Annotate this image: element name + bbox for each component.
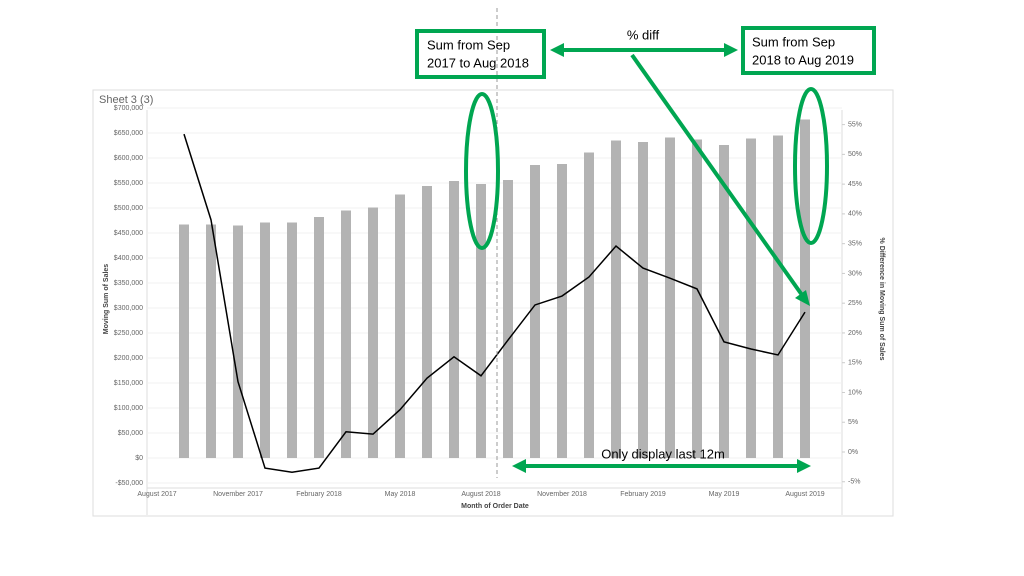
bar (692, 139, 702, 458)
arrow-head (797, 459, 811, 473)
y-tick-label: $500,000 (114, 205, 143, 212)
sheet-title: Sheet 3 (3) (99, 94, 153, 106)
y-tick-label: $400,000 (114, 255, 143, 262)
y-tick-label: $200,000 (114, 355, 143, 362)
x-tick-label: August 2018 (461, 491, 500, 498)
bar (665, 137, 675, 458)
y2-tick-label: 55% (848, 121, 862, 128)
y2-tick-label: -5% (848, 479, 860, 486)
bar (368, 207, 378, 458)
annotation-text: Only display last 12m (601, 446, 725, 461)
arrow-head (550, 43, 564, 57)
annotation-text: 2018 to Aug 2019 (752, 52, 854, 67)
y2-tick-label: 0% (848, 449, 858, 456)
y2-tick-label: 25% (848, 300, 862, 307)
bar (287, 222, 297, 458)
bar (449, 181, 459, 458)
arrow-head (724, 43, 738, 57)
y-tick-label: $450,000 (114, 230, 143, 237)
y-axis-title: Moving Sum of Sales (103, 264, 110, 335)
annotation-text: 2017 to Aug 2018 (427, 55, 529, 70)
arrow-head (795, 290, 810, 306)
y-tick-label: $650,000 (114, 130, 143, 137)
annotation-box (415, 29, 546, 79)
bar (611, 140, 621, 458)
bar (584, 152, 594, 458)
bar (206, 224, 216, 458)
y2-tick-label: 15% (848, 360, 862, 367)
bar (773, 135, 783, 458)
x-tick-label: August 2017 (137, 491, 176, 498)
y-tick-label: -$50,000 (115, 480, 143, 487)
bar (179, 224, 189, 458)
bar (260, 222, 270, 458)
bar (800, 119, 810, 458)
x-tick-label: February 2018 (296, 491, 342, 498)
y2-tick-label: 30% (848, 270, 862, 277)
bar (341, 210, 351, 458)
y2-tick-label: 40% (848, 211, 862, 218)
y2-tick-label: 10% (848, 389, 862, 396)
y-tick-label: $350,000 (114, 280, 143, 287)
highlight-oval (464, 92, 500, 250)
x-tick-label: November 2018 (537, 491, 587, 498)
y2-tick-label: 5% (848, 419, 858, 426)
annotation-text: Sum from Sep (752, 34, 835, 49)
y-tick-label: $550,000 (114, 180, 143, 187)
arrow (630, 53, 804, 297)
sheet-frame (92, 89, 894, 517)
bar (233, 225, 243, 458)
annotation-text: Sum from Sep (427, 37, 510, 52)
bar (503, 180, 513, 458)
y-tick-label: $0 (135, 455, 143, 462)
bar (530, 165, 540, 458)
bar (638, 142, 648, 458)
y-tick-label: $600,000 (114, 155, 143, 162)
y-tick-label: $250,000 (114, 330, 143, 337)
y2-tick-label: 20% (848, 330, 862, 337)
annotations (415, 26, 876, 473)
x-axis-title: Month of Order Date (461, 503, 529, 510)
plot: -$50,000 $0 $50,000 $100,000 $150,000 $200,00… (114, 105, 862, 498)
x-tick-label: February 2019 (620, 491, 666, 498)
x-tick-label: May 2018 (385, 491, 416, 498)
annotation-box (741, 26, 876, 75)
y-tick-label: $300,000 (114, 305, 143, 312)
y2-axis-title: % Difference in Moving Sum of Sales (878, 238, 885, 361)
y-tick-label: $50,000 (118, 430, 143, 437)
y2-tick-label: 45% (848, 181, 862, 188)
x-tick-label: August 2019 (785, 491, 824, 498)
y2-tick-label: 35% (848, 240, 862, 247)
y-tick-label: $150,000 (114, 380, 143, 387)
highlight-oval (793, 87, 829, 245)
y2-tick-label: 50% (848, 151, 862, 158)
bar (314, 217, 324, 458)
y-tick-label: $700,000 (114, 105, 143, 112)
bar (476, 184, 486, 458)
bar (719, 145, 729, 458)
bar (746, 138, 756, 458)
x-tick-label: May 2019 (709, 491, 740, 498)
annotation-text: % diff (627, 27, 660, 42)
bar (395, 194, 405, 458)
bar (557, 164, 567, 458)
x-tick-label: November 2017 (213, 491, 263, 498)
bar (422, 186, 432, 458)
arrow-head (512, 459, 526, 473)
line (183, 133, 806, 473)
y-tick-label: $100,000 (114, 405, 143, 412)
